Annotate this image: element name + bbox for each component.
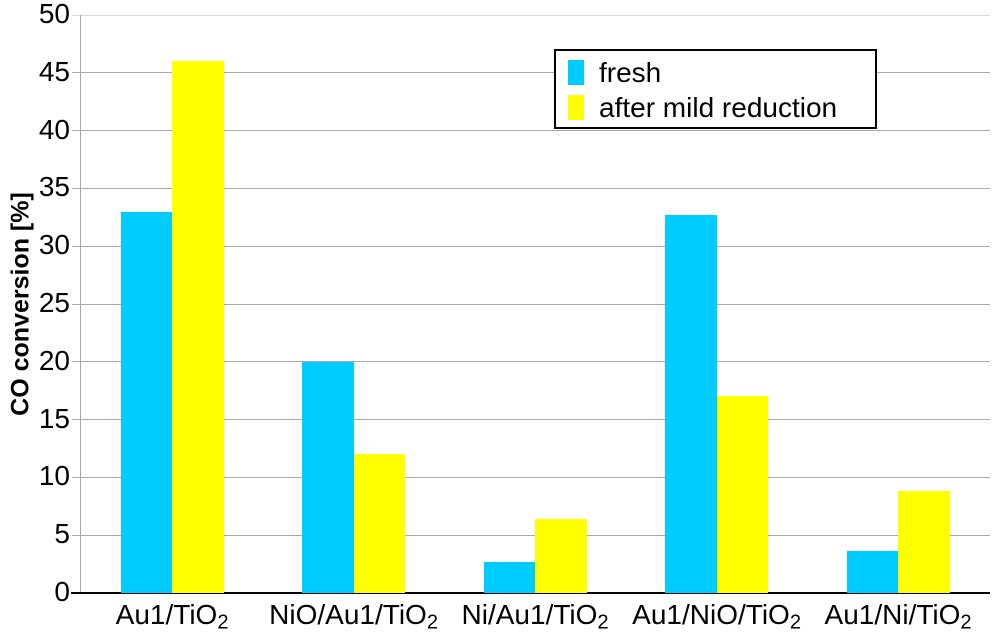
gridline-y40 [72, 130, 990, 132]
bar-fresh-NiO-Au1-TiO2 [302, 361, 354, 593]
category-label-text: Au1/Ni/TiO [824, 599, 961, 630]
category-label-subscript: 2 [960, 611, 972, 633]
category-label-Au1-Ni-TiO2: Au1/Ni/TiO2 [825, 601, 972, 633]
bar-after-mild-reduction-Au1-Ni-TiO2 [898, 491, 950, 593]
y-tick-label-35: 35 [38, 171, 70, 203]
gridline-y20 [72, 361, 990, 363]
category-label-subscript: 2 [789, 611, 802, 633]
y-tick-label-45: 45 [38, 55, 70, 87]
bar-fresh-Au1-Ni-TiO2 [846, 551, 899, 593]
gridline-y15 [72, 419, 990, 421]
category-label-text: NiO/Au1/TiO [269, 599, 427, 630]
category-label-text: Au1/TiO [115, 599, 218, 630]
bar-fresh-Au1-TiO2 [120, 211, 173, 593]
category-label-Ni-Au1-TiO2: Ni/Au1/TiO2 [462, 601, 609, 633]
legend-swatch-after-mild-reduction [568, 95, 584, 120]
gridline-y50 [72, 14, 990, 16]
gridline-y25 [72, 303, 990, 305]
category-label-text: Au1/NiO/TiO [632, 599, 790, 630]
category-label-subscript: 2 [426, 611, 439, 633]
gridline-y30 [72, 245, 990, 247]
legend: fresh after mild reduction [554, 49, 877, 129]
y-tick-label-40: 40 [38, 113, 70, 145]
category-label-subscript: 2 [597, 611, 609, 633]
gridline-y5 [72, 534, 990, 536]
gridline-y35 [72, 187, 990, 189]
x-axis-line [71, 592, 990, 594]
category-label-Au1-NiO-TiO2: Au1/NiO/TiO2 [632, 601, 801, 633]
y-tick-label-20: 20 [38, 344, 70, 376]
legend-item-fresh: fresh [568, 55, 875, 90]
gridline-y45 [72, 72, 990, 74]
y-tick-label-30: 30 [38, 229, 70, 261]
bar-after-mild-reduction-Ni-Au1-TiO2 [535, 519, 587, 593]
y-tick-label-0: 0 [54, 576, 70, 607]
legend-label-after-mild-reduction: after mild reduction [599, 91, 838, 123]
category-label-subscript: 2 [217, 611, 229, 633]
category-label-NiO-Au1-TiO2: NiO/Au1/TiO2 [269, 601, 438, 633]
legend-label-fresh: fresh [599, 56, 662, 88]
category-label-Au1-TiO2: Au1/TiO2 [116, 601, 229, 633]
gridline-y10 [72, 476, 990, 478]
bar-fresh-Ni-Au1-TiO2 [483, 561, 536, 593]
y-axis-line [80, 15, 81, 593]
legend-item-after-mild-reduction: after mild reduction [568, 90, 875, 125]
bar-after-mild-reduction-NiO-Au1-TiO2 [353, 454, 406, 593]
y-tick-label-5: 5 [54, 518, 70, 550]
category-label-text: Ni/Au1/TiO [461, 599, 598, 630]
y-tick-label-50: 50 [38, 0, 70, 29]
y-tick-label-10: 10 [38, 460, 70, 492]
bar-after-mild-reduction-Au1-NiO-TiO2 [716, 396, 769, 593]
legend-swatch-fresh [568, 60, 584, 85]
y-tick-label-25: 25 [38, 287, 70, 318]
plot-area: fresh after mild reduction [71, 14, 990, 594]
bar-after-mild-reduction-Au1-TiO2 [172, 61, 224, 593]
bar-fresh-Au1-NiO-TiO2 [665, 215, 717, 593]
y-tick-label-15: 15 [38, 402, 70, 434]
